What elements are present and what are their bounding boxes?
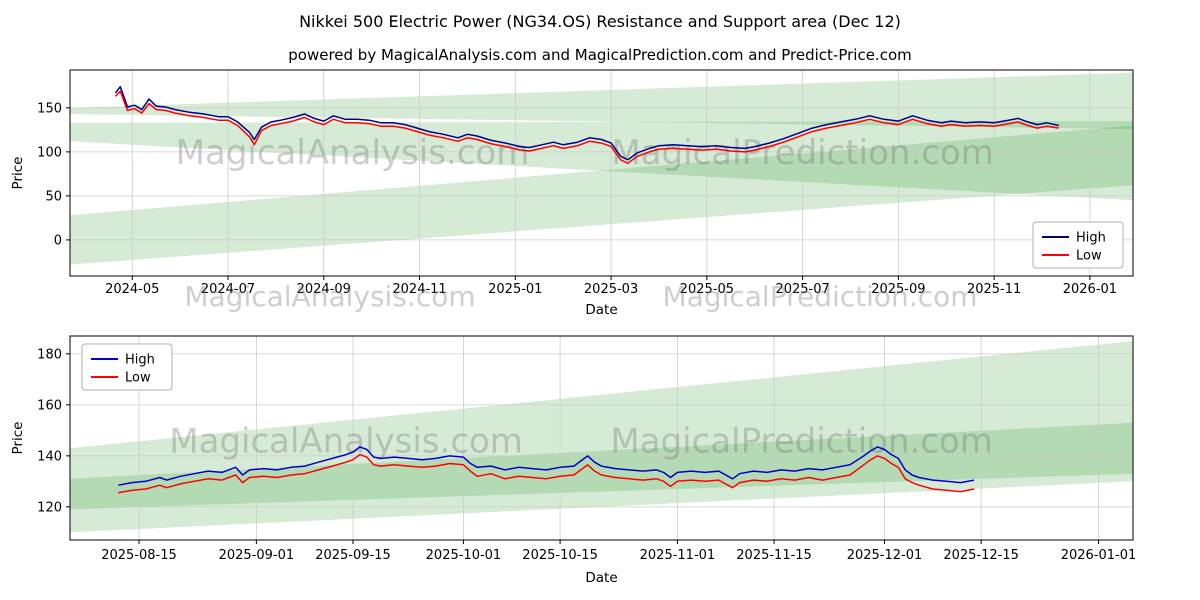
x-tick-label: 2025-11	[967, 282, 1021, 297]
x-tick-label: 2025-01	[488, 282, 542, 297]
x-tick-label: 2025-08-15	[101, 548, 177, 563]
x-tick-label: 2025-12-01	[847, 548, 923, 563]
chart-watermark: MagicalAnalysis.com	[169, 422, 523, 462]
chart-watermark: MagicalPrediction.com	[610, 422, 993, 462]
series-line-high	[114, 85, 1059, 161]
x-tick-label: 2024-05	[105, 282, 159, 297]
x-tick-label: 2024-09	[297, 282, 351, 297]
legend-box	[1032, 221, 1124, 269]
x-axis-label: Date	[585, 570, 617, 586]
x-axis-label: Date	[585, 302, 617, 318]
legend: High Low	[1032, 221, 1124, 269]
series-line-high	[118, 446, 975, 486]
y-tick-label: 160	[37, 398, 62, 413]
legend-label: Low	[1076, 249, 1102, 264]
x-tick-label: 2025-09	[871, 282, 925, 297]
y-tick-label: 100	[37, 145, 62, 160]
x-tick-label: 2025-07	[775, 282, 829, 297]
x-tick-label: 2024-07	[201, 282, 255, 297]
x-tick-label: 2025-10-15	[522, 548, 598, 563]
y-axis-label: Price	[10, 422, 26, 455]
plot-area	[70, 336, 1133, 540]
x-tick-label: 2025-09-01	[219, 548, 295, 563]
x-tick-label: 2025-11-01	[640, 548, 716, 563]
axes-spines	[69, 69, 1134, 277]
support-resistance-band	[70, 341, 1133, 533]
x-tick-label: 2025-03	[584, 282, 638, 297]
bottom-price-chart: MagicalAnalysis.com MagicalPrediction.com…	[10, 335, 1137, 586]
y-tick-label: 0	[54, 233, 62, 248]
x-tick-label: 2025-12-15	[943, 548, 1019, 563]
chart-watermark: MagicalAnalysis.com	[176, 133, 530, 173]
legend-label: Low	[125, 371, 151, 386]
legend-box	[81, 343, 173, 391]
support-resistance-band	[70, 72, 1133, 129]
y-tick-label: 180	[37, 347, 62, 362]
series-line-low	[114, 90, 1059, 165]
watermark-magicalanalysis: MagicalAnalysis.com	[184, 280, 476, 313]
y-tick-label: 120	[37, 500, 62, 515]
x-tick-label: 2025-05	[680, 282, 734, 297]
axes-spines	[69, 335, 1134, 541]
chart-watermark: MagicalPrediction.com	[611, 133, 994, 173]
legend-label: High	[125, 353, 155, 368]
x-tick-label: 2024-11	[392, 282, 446, 297]
legend-label: High	[1076, 231, 1106, 246]
figure-subtitle: powered by MagicalAnalysis.com and Magic…	[288, 46, 912, 64]
watermark-magicalprediction: MagicalPrediction.com	[662, 280, 978, 313]
figure-title: Nikkei 500 Electric Power (NG34.OS) Resi…	[299, 12, 901, 31]
series-line-low	[118, 453, 975, 494]
x-tick-label: 2025-09-15	[315, 548, 391, 563]
plot-area	[70, 70, 1133, 276]
y-tick-label: 50	[45, 189, 62, 204]
support-resistance-band	[70, 121, 1133, 201]
legend: High Low	[81, 343, 173, 391]
x-tick-label: 2025-10-01	[426, 548, 502, 563]
top-price-chart: MagicalAnalysis.com MagicalPrediction.com…	[10, 69, 1134, 318]
y-axis-label: Price	[10, 157, 26, 190]
x-tick-label: 2026-01-01	[1061, 548, 1137, 563]
x-tick-label: 2025-11-15	[736, 548, 812, 563]
y-tick-label: 140	[37, 449, 62, 464]
x-tick-label: 2026-01	[1063, 282, 1117, 297]
support-resistance-band	[70, 125, 1133, 265]
y-tick-label: 150	[37, 101, 62, 116]
